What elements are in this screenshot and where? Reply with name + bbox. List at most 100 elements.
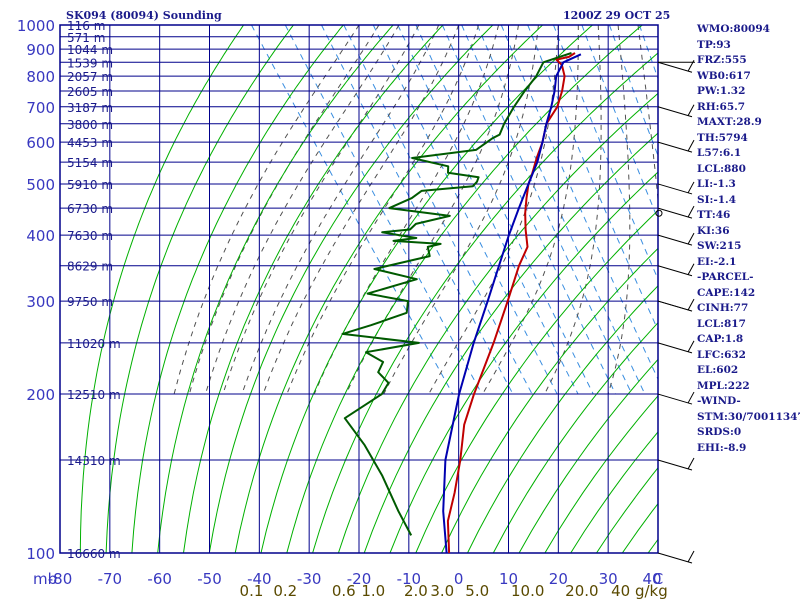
temperature-line	[446, 52, 576, 553]
index-item: LCL:880	[697, 162, 746, 175]
mixing-ratio-line	[500, 25, 658, 381]
wind-barb	[657, 104, 695, 118]
pressure-tick-label: 400	[26, 227, 55, 245]
temperature-tick-label: -80	[48, 570, 73, 588]
mixing-ratio-label: 1.0	[361, 582, 385, 600]
mixing-ratio-line	[415, 25, 594, 395]
pressure-tick-label: 100	[26, 545, 55, 563]
chart-time: 1200Z 29 OCT 25	[563, 9, 671, 22]
moist-adiabat-line	[383, 25, 539, 395]
wind-barb-staff	[657, 552, 693, 564]
height-label: 5910 m	[67, 178, 113, 192]
pressure-tick-label: 200	[26, 386, 55, 404]
index-item: PW:1.32	[697, 85, 746, 97]
moist-adiabat-line	[286, 25, 480, 395]
index-item: KI:36	[697, 224, 730, 237]
wind-barb	[657, 263, 695, 277]
index-item: EL:602	[697, 364, 739, 376]
temperature-tick-label: 20	[549, 570, 568, 588]
temperature-tick-label: 10	[499, 570, 518, 588]
index-item: TT:46	[697, 209, 731, 221]
temperature-tick-label: -40	[247, 570, 272, 588]
height-label: 3187 m	[67, 101, 113, 115]
mixing-ratio-label: 20.0	[565, 582, 598, 600]
index-item: MPL:222	[697, 379, 750, 392]
index-item: EI:-2.1	[697, 255, 737, 268]
grid-lines	[59, 24, 659, 554]
mixing-ratio-label: 40 g/kg	[611, 582, 668, 600]
mixing-ratio-label: 2.0	[404, 582, 428, 600]
wind-barb-staff	[657, 265, 693, 277]
wind-barb-staff	[657, 459, 693, 471]
wind-barb	[657, 550, 695, 564]
wind-barb-flag	[687, 139, 695, 152]
wind-barb-flag	[687, 205, 695, 218]
index-item: LCL:817	[697, 317, 746, 330]
chart-title: SK094 (80094) Sounding	[66, 9, 222, 22]
moist-adiabat-line	[544, 25, 602, 395]
index-item: STM:30/700113472	[697, 410, 800, 423]
height-label: 116 m	[67, 19, 105, 33]
index-item: WB0:617	[697, 69, 751, 82]
index-item: SI:-1.4	[697, 193, 736, 206]
wind-barb	[657, 139, 695, 153]
index-item: CINH:77	[697, 302, 749, 314]
pressure-tick-label: 300	[26, 293, 55, 311]
moist-adiabat-line	[313, 25, 499, 395]
height-label: 6730 m	[67, 202, 113, 216]
sounding-profiles	[341, 52, 582, 553]
temperature-tick-label: 30	[599, 570, 618, 588]
temperature-tick-label: -30	[297, 570, 322, 588]
dewpoint-line	[341, 52, 572, 536]
wind-barb	[657, 391, 695, 405]
temperature-tick-label: -60	[147, 570, 172, 588]
index-item: -PARCEL-	[697, 271, 754, 283]
height-label: 571 m	[67, 31, 105, 45]
pressure-tick-label: 800	[26, 68, 55, 86]
index-item: -WIND-	[697, 395, 741, 407]
index-item: CAP:1.8	[697, 333, 744, 345]
pressure-tick-label: 900	[26, 41, 55, 59]
moist-adiabat-line	[222, 25, 420, 395]
temperature-tick-label: -10	[397, 570, 422, 588]
moist-adiabat-line	[482, 25, 579, 395]
wind-barb-staff	[657, 183, 693, 195]
index-item: LI:-1.3	[697, 178, 736, 190]
wind-barb-flag	[687, 263, 695, 275]
moist-adiabat-line	[607, 25, 631, 395]
index-item: MAXT:28.9	[697, 116, 762, 128]
index-item: SRDS:0	[697, 426, 742, 438]
parcel-line	[442, 53, 582, 553]
height-label: 16660 m	[67, 547, 121, 561]
moist-adiabat-line	[173, 25, 360, 395]
moist-adiabat-line	[188, 25, 380, 395]
wind-barb-staff	[657, 342, 693, 354]
height-label: 5154 m	[67, 156, 113, 170]
pressure-tick-label: 1000	[17, 17, 55, 35]
pressure-unit-label: mb	[33, 570, 57, 588]
mixing-ratio-line	[476, 25, 646, 395]
wind-barb-flag	[687, 298, 695, 311]
height-labels: 16660 m 14310 m 12510 m 11020 m 9750 m 8629 m…	[67, 19, 121, 561]
wind-barb	[657, 232, 695, 246]
wind-barb-staff	[657, 61, 693, 73]
wind-barb-staff	[657, 393, 693, 405]
wind-barb-staff	[657, 141, 693, 153]
moist-adiabat-line	[637, 25, 658, 205]
height-label: 9750 m	[67, 295, 113, 309]
index-panel: WMO:80094 TP:93 FRZ:555 WB0:617 PW:1.32 RH:65…	[697, 22, 800, 456]
height-label: 2057 m	[67, 70, 113, 84]
wind-barb-flag	[687, 457, 695, 470]
mixing-ratio-labels: 0.1 0.2 0.6 1.0 2.0 3.0 5.0 10.0 20.0 40 g/kg	[240, 582, 668, 600]
wind-barb	[657, 205, 695, 219]
height-label: 2605 m	[67, 85, 113, 99]
height-label: 7630 m	[67, 229, 113, 243]
index-item: EHI:-8.9	[697, 441, 747, 454]
pressure-tick-label: 700	[26, 99, 55, 117]
index-item: L57:6.1	[697, 147, 742, 159]
height-label: 12510 m	[67, 388, 121, 402]
wind-barb-staff	[657, 106, 693, 118]
mixing-ratio-label: 3.0	[430, 582, 454, 600]
temperature-tick-label: 40	[642, 570, 661, 588]
wind-barb	[657, 181, 695, 195]
